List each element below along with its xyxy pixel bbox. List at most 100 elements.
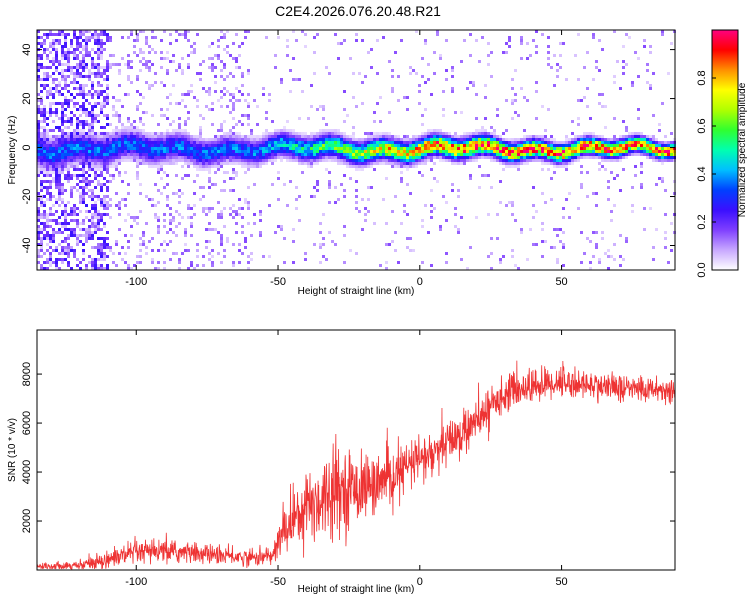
spectrogram-cell [298,156,301,159]
spectrogram-cell [424,138,427,141]
spectrogram-cell [157,153,160,156]
spectrogram-cell [157,219,160,222]
spectrogram-cell [286,120,289,123]
spectrogram-cell [409,66,412,69]
spectrogram-cell [355,150,358,153]
spectrogram-cell [67,159,70,162]
spectrogram-cell [79,51,82,54]
spectrogram-cell [430,147,433,150]
spectrogram-cell [247,150,250,153]
spectrogram-cell [367,150,370,153]
spectrogram-cell [247,153,250,156]
spectrogram-cell [265,153,268,156]
spectrogram-cell [223,33,226,36]
spectrogram-cell [499,159,502,162]
spectrogram-cell [70,81,73,84]
colorbar-tick-label: 0.0 [696,262,708,277]
spectrogram-cell [352,159,355,162]
spectrogram-cell [106,75,109,78]
spectrogram-cell [634,165,637,168]
spectrogram-cell [115,240,118,243]
spectrogram-cell [91,195,94,198]
spectrogram-cell [37,36,40,39]
spectrogram-cell [67,147,70,150]
spectrogram-cell [418,135,421,138]
spectrogram-cell [49,195,52,198]
spectrogram-cell [607,147,610,150]
spectrogram-cell [622,120,625,123]
spectrogram-cell [217,54,220,57]
spectrogram-cell [232,144,235,147]
spectrogram-cell [355,147,358,150]
spectrogram-cell [202,159,205,162]
spectrogram-cell [349,141,352,144]
spectrogram-cell [46,225,49,228]
spectrogram-cell [91,246,94,249]
spectrogram-x-tick-label: 50 [555,276,567,288]
spectrogram-cell [643,153,646,156]
spectrogram-cell [82,189,85,192]
spectrogram-cell [82,138,85,141]
spectrogram-cell [43,225,46,228]
spectrogram-cell [292,138,295,141]
spectrogram-cell [307,117,310,120]
spectrogram-cell [472,150,475,153]
spectrogram-cell [430,150,433,153]
spectrogram-cell [355,105,358,108]
spectrogram-cell [160,153,163,156]
spectrogram-cell [472,159,475,162]
spectrogram-cell [493,132,496,135]
spectrogram-cell [649,87,652,90]
spectrogram-cell [247,267,250,270]
spectrogram-cell [67,138,70,141]
spectrogram-cell [421,156,424,159]
spectrogram-cell [178,213,181,216]
spectrogram-cell [634,135,637,138]
spectrogram-cell [589,240,592,243]
spectrogram-cell [223,93,226,96]
spectrogram-cell [178,189,181,192]
spectrogram-cell [184,159,187,162]
spectrogram-cell [451,153,454,156]
spectrogram-cell [145,144,148,147]
spectrogram-cell [82,165,85,168]
spectrogram-cell [160,147,163,150]
spectrogram-cell [337,141,340,144]
spectrogram-cell [613,204,616,207]
spectrogram-cell [97,267,100,270]
spectrogram-cell [88,156,91,159]
spectrogram-cell [643,135,646,138]
spectrogram-cell [55,114,58,117]
spectrogram-cell [271,138,274,141]
spectrogram-cell [109,63,112,66]
spectrogram-cell [613,138,616,141]
spectrogram-cell [664,153,667,156]
spectrogram-cell [484,138,487,141]
spectrogram-cell [103,255,106,258]
spectrogram-cell [220,153,223,156]
spectrogram-cell [76,117,79,120]
spectrogram-cell [355,33,358,36]
spectrogram-cell [514,99,517,102]
spectrogram-cell [595,138,598,141]
spectrogram-cell [664,246,667,249]
spectrogram-cell [94,204,97,207]
spectrogram-cell [601,135,604,138]
spectrogram-cell [490,51,493,54]
spectrogram-cell [340,153,343,156]
spectrogram-cell [232,75,235,78]
spectrogram-cell [136,222,139,225]
spectrogram-cell [163,249,166,252]
spectrogram-cell [442,108,445,111]
spectrogram-cell [91,60,94,63]
spectrogram-cell [43,141,46,144]
spectrogram-cell [58,195,61,198]
spectrogram-cell [118,72,121,75]
spectrogram-cell [64,126,67,129]
spectrogram-cell [139,132,142,135]
spectrogram-cell [157,156,160,159]
spectrogram-cell [139,249,142,252]
spectrogram-cell [217,156,220,159]
spectrogram-cell [436,33,439,36]
spectrogram-cell [466,153,469,156]
